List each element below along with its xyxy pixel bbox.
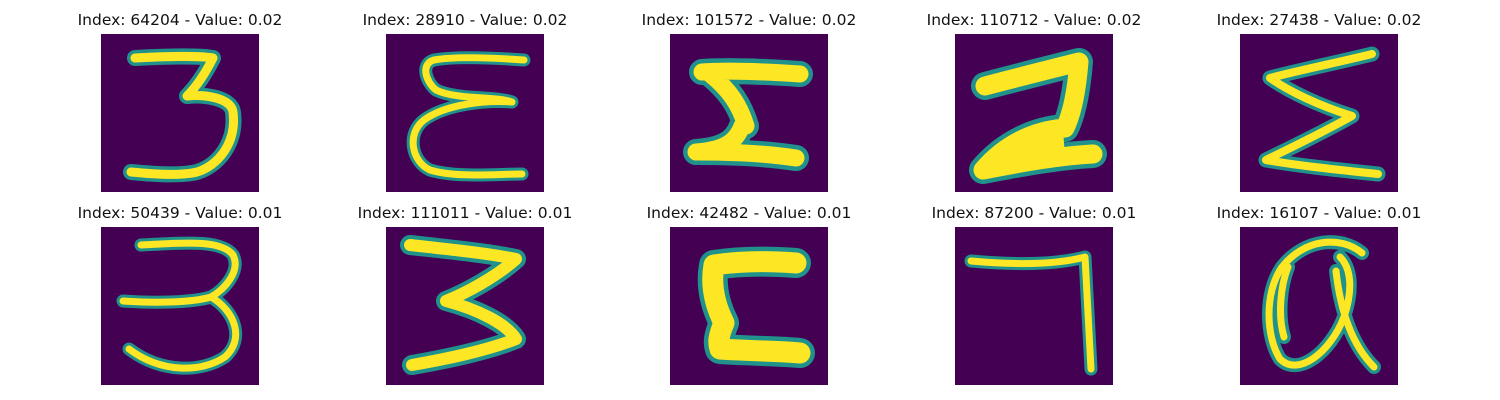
glyph-c bbox=[697, 246, 815, 368]
digit-image bbox=[386, 34, 544, 192]
panel-title: Index: 28910 - Value: 0.02 bbox=[362, 11, 568, 29]
digit-image bbox=[101, 227, 259, 385]
digit-image bbox=[955, 34, 1113, 192]
panel-1: Index: 64204 - Value: 0.02 bbox=[60, 10, 300, 200]
panel-title: Index: 27438 - Value: 0.02 bbox=[1216, 11, 1422, 29]
panel-8: Index: 42482 - Value: 0.01 bbox=[629, 203, 869, 393]
digit-image bbox=[1240, 34, 1398, 192]
panel-9: Index: 87200 - Value: 0.01 bbox=[914, 203, 1154, 393]
digit-image bbox=[101, 34, 259, 192]
digit-image bbox=[386, 227, 544, 385]
panel-title: Index: 110712 - Value: 0.02 bbox=[926, 11, 1142, 29]
panel-7: Index: 111011 - Value: 0.01 bbox=[345, 203, 585, 393]
panel-title: Index: 50439 - Value: 0.01 bbox=[77, 204, 283, 222]
glyph-7 bbox=[964, 250, 1098, 376]
panel-title: Index: 64204 - Value: 0.02 bbox=[77, 11, 283, 29]
panel-title: Index: 101572 - Value: 0.02 bbox=[641, 11, 857, 29]
glyph-3a bbox=[123, 48, 242, 183]
digit-image bbox=[670, 227, 828, 385]
panel-title: Index: 16107 - Value: 0.01 bbox=[1216, 204, 1422, 222]
glyph-alpha bbox=[1262, 235, 1381, 374]
panel-2: Index: 28910 - Value: 0.02 bbox=[345, 10, 585, 200]
panel-title: Index: 87200 - Value: 0.01 bbox=[931, 204, 1137, 222]
digit-image bbox=[1240, 227, 1398, 385]
panel-5: Index: 27438 - Value: 0.02 bbox=[1199, 10, 1439, 200]
glyph-sigma bbox=[1258, 46, 1386, 182]
glyph-3c bbox=[400, 235, 526, 375]
panel-title: Index: 42482 - Value: 0.01 bbox=[646, 204, 852, 222]
panel-6: Index: 50439 - Value: 0.01 bbox=[60, 203, 300, 393]
digit-image bbox=[955, 227, 1113, 385]
glyph-3b bbox=[116, 236, 243, 375]
panel-title: Index: 111011 - Value: 0.01 bbox=[357, 204, 573, 222]
glyph-epsilon bbox=[406, 51, 531, 182]
panel-4: Index: 110712 - Value: 0.02 bbox=[914, 10, 1154, 200]
glyph-z-bold bbox=[969, 48, 1107, 184]
digit-image bbox=[670, 34, 828, 192]
panel-3: Index: 101572 - Value: 0.02 bbox=[629, 10, 869, 200]
panel-10: Index: 16107 - Value: 0.01 bbox=[1199, 203, 1439, 393]
glyph-block-z bbox=[683, 58, 813, 171]
